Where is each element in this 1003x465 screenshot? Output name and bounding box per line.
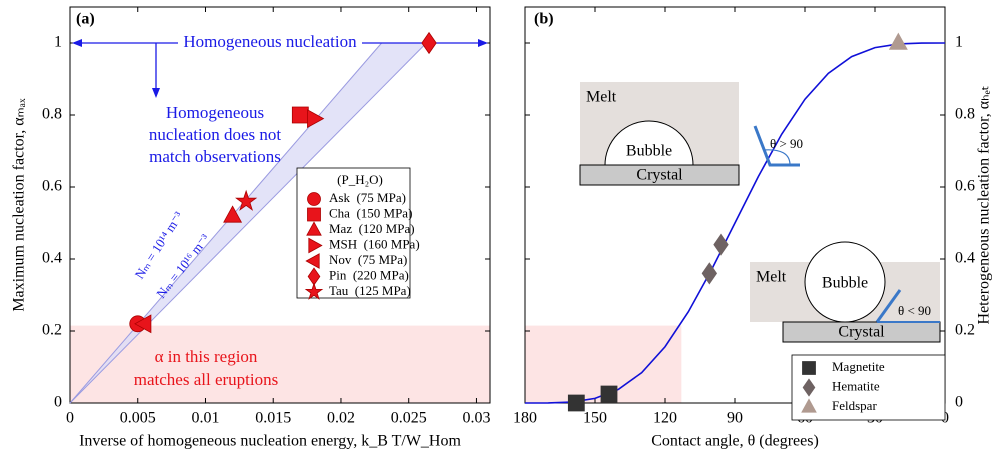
marker xyxy=(567,394,585,412)
y-tick-label: 0.6 xyxy=(955,178,975,195)
marker xyxy=(802,378,816,397)
bound-line xyxy=(69,42,427,404)
homogeneous-label: Homogeneous nucleation xyxy=(183,32,357,51)
annotation: matches all eruptions xyxy=(134,370,278,389)
inset-angle: θ > 90 xyxy=(770,136,803,151)
marker xyxy=(291,106,309,124)
inset-angle: θ < 90 xyxy=(898,303,931,318)
legend-label: Magnetite xyxy=(832,359,885,374)
contact-line xyxy=(762,149,791,166)
inset-bubble xyxy=(604,120,694,166)
annotation: Homogeneous xyxy=(166,103,264,122)
y-axis-label: Maximum nucleation factor, αₘₐₓ xyxy=(11,98,28,312)
legend-label: Pin (220 MPa) xyxy=(329,267,409,282)
panel-label: (a) xyxy=(76,11,95,28)
annotation: α in this region xyxy=(155,347,258,366)
inset-crystal xyxy=(579,164,740,186)
marker xyxy=(701,262,718,285)
plot-frame xyxy=(69,6,491,404)
y-tick-label: 0.8 xyxy=(42,106,62,123)
inset-crystal xyxy=(782,321,941,343)
x-tick-label: 90 xyxy=(727,410,743,427)
legend-label: MSH (160 MPa) xyxy=(329,236,420,251)
main-layer: 0 0.005 0.01 0.015 0.02 0.025 0.03 0 0.2 0.4 0.6 0.… xyxy=(42,6,975,427)
curve xyxy=(524,42,946,404)
x-tick-label: 0.025 xyxy=(391,410,427,427)
x-axis-label: Contact angle, θ (degrees) xyxy=(651,433,819,450)
marker xyxy=(223,205,243,223)
marker xyxy=(888,32,908,50)
annotation: match observations xyxy=(149,147,281,166)
marker xyxy=(421,31,437,55)
marker xyxy=(235,189,258,211)
inset-label: Bubble xyxy=(626,143,672,160)
inset-label: Crystal xyxy=(636,167,683,184)
marker xyxy=(307,192,321,206)
y-tick-label: 0 xyxy=(54,394,62,411)
legend-label: Tau (125 MPa) xyxy=(329,283,411,298)
arrow-head xyxy=(152,88,160,98)
legend-label: Nov (75 MPa) xyxy=(329,252,407,267)
marker xyxy=(134,314,152,334)
inset-label: Bubble xyxy=(822,275,868,292)
y-tick-label: 0.2 xyxy=(955,322,975,339)
x-tick-label: 0.01 xyxy=(191,410,219,427)
marker xyxy=(600,385,618,403)
marker xyxy=(304,282,324,300)
x-tick-label: 180 xyxy=(513,410,537,427)
x-tick-label: 120 xyxy=(653,410,677,427)
marker xyxy=(307,207,321,222)
inset-label: Crystal xyxy=(838,324,885,341)
legend-title: (P_H₂O) xyxy=(337,172,383,187)
highlight-region xyxy=(70,325,490,403)
marker xyxy=(308,237,323,254)
x-tick-label: 150 xyxy=(583,410,607,427)
y-tick-label: 0.6 xyxy=(42,178,62,195)
inset-label: Melt xyxy=(756,269,787,286)
legend-label: Cha (150 MPa) xyxy=(329,205,412,220)
legend-box xyxy=(791,354,946,421)
x-tick-label: 0 xyxy=(66,410,74,427)
x-tick-label: 0.005 xyxy=(120,410,156,427)
marker xyxy=(306,221,322,236)
panel-label: (b) xyxy=(534,11,554,28)
x-tick-label: 0.015 xyxy=(255,410,291,427)
marker xyxy=(801,398,817,413)
y-tick-label: 0.2 xyxy=(42,322,62,339)
y-tick-label: 0.8 xyxy=(955,106,975,123)
arrow-head xyxy=(72,39,82,47)
legend-label: Maz (120 MPa) xyxy=(329,221,415,236)
marker xyxy=(305,253,320,269)
x-tick-label: 0.02 xyxy=(327,410,355,427)
x-axis-label: Inverse of homogeneous nucleation energy… xyxy=(79,433,461,450)
legend-label: Hematite xyxy=(832,378,880,393)
legend-label: Ask (75 MPa) xyxy=(329,190,406,205)
arrow-head xyxy=(478,39,488,47)
marker xyxy=(713,233,729,256)
y-tick-label: 0.4 xyxy=(42,250,62,267)
y-tick-label: 1 xyxy=(54,34,62,51)
y-tick-label: 0.4 xyxy=(955,250,975,267)
inset-label: Melt xyxy=(586,89,617,106)
y-tick-label: 0 xyxy=(955,394,963,411)
contact-line xyxy=(875,289,902,323)
marker xyxy=(307,109,325,129)
annotation: nucleation does not xyxy=(149,125,281,144)
y-tick-label: 1 xyxy=(955,34,963,51)
marker xyxy=(802,361,816,375)
legend-label: Feldspar xyxy=(832,398,877,413)
y-axis-label: Heterogeneous nucleation factor, αₕₑₜ xyxy=(976,86,993,325)
x-tick-label: 0.03 xyxy=(462,410,490,427)
bound-line xyxy=(69,42,382,404)
